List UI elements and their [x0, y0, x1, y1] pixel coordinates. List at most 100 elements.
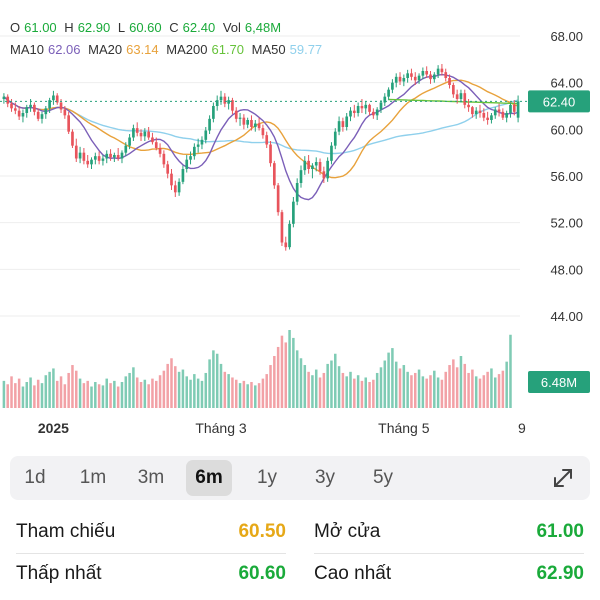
- volume-bar: [330, 360, 333, 408]
- volume-bar: [387, 352, 390, 408]
- volume-bar: [223, 371, 227, 408]
- volume-bar: [97, 384, 101, 408]
- volume-bar: [6, 384, 9, 408]
- candle-body: [67, 115, 70, 132]
- volume-bar: [128, 372, 131, 408]
- candle-body: [82, 152, 86, 161]
- candle-body: [413, 76, 417, 81]
- y-tick-label: 64.00: [550, 76, 583, 91]
- expand-icon[interactable]: [550, 465, 576, 491]
- candle-body: [151, 137, 154, 143]
- candle-body: [360, 106, 364, 109]
- period-1d[interactable]: 1d: [24, 467, 46, 488]
- moving-average-lines: [3, 73, 519, 201]
- period-1y[interactable]: 1y: [256, 467, 278, 488]
- period-3m[interactable]: 3m: [137, 467, 165, 488]
- candle-body: [425, 71, 429, 75]
- candle-body: [105, 153, 109, 159]
- volume-bar: [48, 371, 51, 408]
- volume-bar: [185, 376, 188, 408]
- volume-bar: [349, 371, 352, 408]
- price-chart[interactable]: 68.00 64.00 60.00 56.00 52.00 48.00 44.00 2025…: [0, 0, 600, 440]
- volume-bar: [78, 378, 82, 408]
- chart-grid: [0, 35, 520, 317]
- volume-bar: [486, 371, 489, 408]
- candle-body: [21, 113, 25, 117]
- volume-bar: [200, 380, 204, 408]
- reference-price-label: Tham chiếu: [16, 521, 116, 542]
- volume-bar: [276, 346, 280, 408]
- candle-body: [482, 113, 486, 118]
- volume-bar: [105, 378, 108, 408]
- candle-body: [97, 156, 101, 161]
- candle-body: [238, 117, 242, 119]
- candle-body: [272, 163, 276, 186]
- price-axis: 68.00 64.00 60.00 56.00 52.00 48.00 44.00: [550, 29, 583, 324]
- volume-bar: [231, 377, 234, 408]
- low-label: L: [117, 20, 126, 35]
- period-3y[interactable]: 3y: [314, 467, 336, 488]
- candle-body: [318, 162, 322, 172]
- volume-bar: [280, 335, 284, 408]
- volume-bar: [269, 365, 272, 408]
- candle-body: [501, 111, 505, 118]
- candle-body: [375, 109, 379, 116]
- candle-body: [166, 164, 170, 174]
- high-value: 62.90: [77, 20, 111, 35]
- volume-tag: [528, 371, 590, 393]
- period-6m[interactable]: 6m: [186, 460, 232, 496]
- candle-body: [231, 100, 234, 111]
- ma20-value: 63.14: [126, 42, 159, 57]
- volume-bar: [166, 363, 169, 408]
- open-price-label: Mở cửa: [314, 521, 381, 542]
- volume-value: 6,48M: [244, 20, 282, 35]
- candle-body: [13, 108, 17, 111]
- volume-bar: [170, 358, 173, 408]
- volume-bar: [44, 375, 48, 408]
- candle-body: [162, 153, 166, 165]
- volume-bar: [135, 377, 139, 408]
- candle-body: [2, 96, 6, 99]
- candle-body: [440, 68, 444, 73]
- candle-body: [44, 108, 48, 115]
- candle-body: [208, 118, 211, 131]
- candle-body: [276, 185, 280, 213]
- candle-body: [429, 74, 432, 80]
- volume-bar: [345, 376, 348, 408]
- candle-body: [200, 139, 204, 145]
- volume-bar: [455, 367, 459, 408]
- period-1m[interactable]: 1m: [79, 467, 107, 488]
- volume-bar: [94, 382, 97, 408]
- candle-body: [101, 158, 105, 161]
- volume-bar: [14, 383, 17, 408]
- volume-bar: [353, 378, 356, 408]
- volume-bar: [261, 378, 265, 408]
- candle-body: [257, 123, 261, 129]
- y-tick-label: 68.00: [550, 29, 583, 44]
- candle-body: [516, 101, 520, 118]
- low-price-value: 60.60: [238, 563, 286, 584]
- open-label: O: [10, 20, 21, 35]
- period-5y[interactable]: 5y: [372, 467, 394, 488]
- candle-body: [379, 102, 383, 110]
- candle-body: [490, 115, 493, 120]
- candle-body: [474, 110, 478, 115]
- candle-body: [402, 78, 406, 82]
- candle-body: [154, 142, 158, 148]
- candle-body: [63, 109, 67, 116]
- ohlc-legend: O 61.00 H 62.90 L 60.60 C 62.40 Vol 6,48M: [10, 20, 285, 35]
- candle-body: [356, 106, 360, 113]
- ma50-line: [3, 96, 519, 155]
- candle-body: [463, 93, 467, 105]
- volume-bar: [337, 366, 341, 408]
- volume-bar: [212, 350, 215, 408]
- volume-bar: [474, 376, 478, 408]
- volume-bar: [493, 377, 497, 408]
- candle-body: [364, 104, 368, 109]
- ma200-line: [388, 98, 519, 105]
- candle-body: [493, 109, 497, 116]
- volume-bar: [63, 384, 67, 408]
- candle-body: [337, 121, 341, 132]
- volume-bar: [254, 385, 257, 408]
- candle-body: [29, 104, 32, 108]
